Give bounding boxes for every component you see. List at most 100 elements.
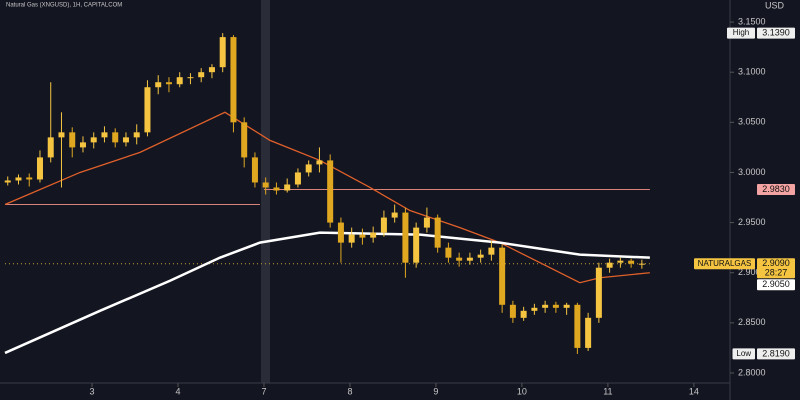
candle-body bbox=[638, 263, 645, 265]
y-tick-label: 2.8000 bbox=[738, 367, 766, 377]
candle-body bbox=[262, 182, 269, 188]
y-tick-label: 3.1000 bbox=[738, 67, 766, 77]
price-tag-value: 3.1390 bbox=[762, 27, 790, 37]
price-tag bbox=[757, 258, 795, 279]
candle-body bbox=[176, 77, 183, 85]
candle-body bbox=[499, 247, 506, 305]
candle-body bbox=[284, 184, 291, 191]
x-tick-label: 3 bbox=[89, 386, 94, 396]
candle-body bbox=[36, 157, 43, 180]
x-tick-label: 4 bbox=[175, 386, 180, 396]
candle-body bbox=[348, 234, 355, 243]
candle-body bbox=[4, 180, 11, 183]
candle-body bbox=[531, 307, 538, 311]
candle-body bbox=[327, 160, 334, 223]
candle-body bbox=[208, 67, 215, 73]
price-tag-name-bg bbox=[727, 27, 755, 39]
candle-body bbox=[391, 212, 398, 218]
candle-body bbox=[359, 234, 366, 238]
candle-body bbox=[628, 260, 635, 264]
price-tag-name: NATURALGAS bbox=[698, 259, 752, 268]
moving-average bbox=[4, 231, 650, 355]
candle-body bbox=[370, 232, 377, 238]
candle-body bbox=[552, 304, 559, 308]
price-tag-value: 2.8190 bbox=[762, 348, 790, 358]
price-tag-value: 2.9090 bbox=[762, 258, 790, 268]
candle-body bbox=[477, 254, 484, 258]
y-tick-label: 2.9500 bbox=[738, 217, 766, 227]
chart-title: Natural Gas (XNGUSD), 1H, CAPITALCOM bbox=[6, 3, 122, 9]
candle-body bbox=[466, 257, 473, 261]
candle-body bbox=[241, 122, 248, 158]
y-tick-label: 3.0000 bbox=[738, 167, 766, 177]
y-tick-label: 2.9000 bbox=[738, 267, 766, 277]
candle-body bbox=[402, 212, 409, 263]
candle-body bbox=[520, 310, 527, 318]
candle-body bbox=[219, 37, 226, 68]
candle-body bbox=[69, 132, 76, 148]
candle-body bbox=[316, 160, 323, 165]
x-tick-label: 8 bbox=[347, 386, 352, 396]
candle-body bbox=[585, 317, 592, 348]
price-tag bbox=[757, 27, 795, 39]
candle-body bbox=[488, 247, 495, 255]
candle-body bbox=[144, 87, 151, 133]
candle-body bbox=[251, 157, 258, 183]
candle-body bbox=[155, 82, 162, 88]
x-tick-label: 9 bbox=[433, 386, 438, 396]
price-tag-countdown: 28:27 bbox=[765, 268, 788, 278]
price-tag-name-bg bbox=[694, 258, 755, 270]
candle-body bbox=[456, 257, 463, 261]
candle-body bbox=[434, 217, 441, 248]
candle-body bbox=[423, 217, 430, 228]
candle-body bbox=[58, 132, 65, 138]
candle-body bbox=[574, 304, 581, 348]
candle-body bbox=[606, 262, 613, 268]
candle-body bbox=[133, 132, 140, 138]
candle-body bbox=[305, 164, 312, 173]
y-tick-label: 3.1500 bbox=[738, 16, 766, 26]
candle-body bbox=[380, 217, 387, 233]
candle-body bbox=[15, 177, 22, 181]
candle-body bbox=[273, 187, 280, 191]
price-tag-name-bg bbox=[732, 348, 755, 360]
currency: USD bbox=[765, 0, 785, 10]
candle-body bbox=[294, 172, 301, 185]
candle-body bbox=[445, 247, 452, 258]
candle-body bbox=[187, 77, 194, 79]
x-tick-label: 7 bbox=[261, 386, 266, 396]
candle-body bbox=[509, 304, 516, 318]
x-tick-label: 10 bbox=[517, 386, 527, 396]
price-tag-name: High bbox=[733, 28, 749, 37]
x-tick-label: 14 bbox=[689, 386, 699, 396]
candle-body bbox=[122, 137, 129, 143]
price-tag-value: 2.9830 bbox=[762, 184, 790, 194]
candle-body bbox=[413, 227, 420, 263]
price-tag bbox=[757, 183, 795, 195]
candle-body bbox=[595, 267, 602, 318]
candle-body bbox=[47, 137, 54, 158]
price-tag bbox=[757, 348, 795, 360]
candle-body bbox=[230, 37, 237, 123]
candle-body bbox=[165, 82, 172, 85]
candle-body bbox=[617, 260, 624, 263]
candle-body bbox=[90, 137, 97, 143]
moving-average bbox=[4, 111, 650, 284]
candle-body bbox=[79, 142, 86, 148]
candle-body bbox=[112, 132, 119, 143]
candle-body bbox=[563, 304, 570, 308]
price-tag-value: 2.9050 bbox=[762, 279, 790, 289]
y-tick-label: 2.8500 bbox=[738, 317, 766, 327]
price-tag-name: Low bbox=[736, 349, 751, 358]
x-tick-label: 11 bbox=[603, 386, 612, 396]
y-tick-label: 3.0500 bbox=[738, 117, 766, 127]
candle-body bbox=[542, 304, 549, 308]
price-tag bbox=[757, 279, 795, 291]
candle-body bbox=[26, 177, 33, 180]
candle-body bbox=[337, 222, 344, 243]
candle-body bbox=[198, 72, 205, 78]
candle-body bbox=[101, 132, 108, 138]
